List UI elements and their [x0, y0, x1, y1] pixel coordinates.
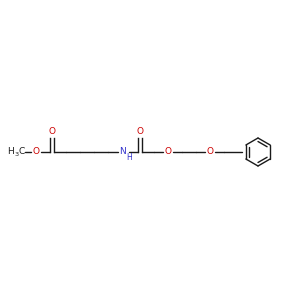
- Text: O: O: [164, 148, 172, 157]
- Text: H: H: [8, 148, 14, 157]
- Text: C: C: [19, 148, 25, 157]
- Text: O: O: [206, 148, 214, 157]
- Text: H: H: [126, 152, 132, 161]
- Text: N: N: [120, 148, 126, 157]
- Text: O: O: [49, 128, 56, 136]
- Text: 3: 3: [15, 152, 19, 158]
- Text: O: O: [136, 128, 143, 136]
- Text: O: O: [32, 148, 40, 157]
